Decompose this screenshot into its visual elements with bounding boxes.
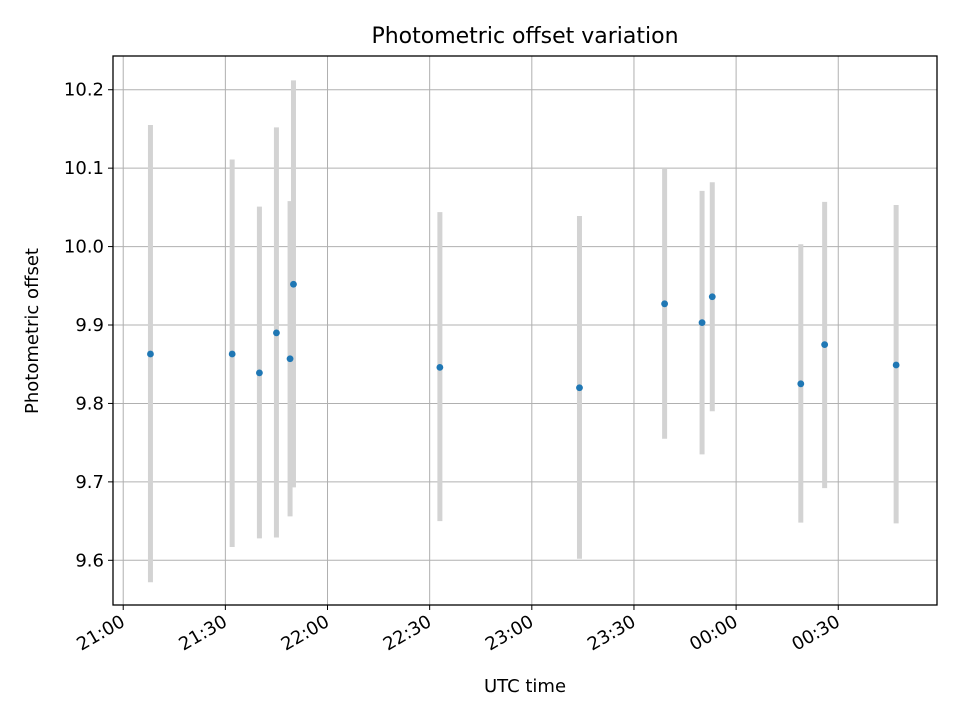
data-point — [436, 363, 444, 371]
data-points — [147, 280, 900, 392]
data-point — [228, 350, 236, 358]
y-axis-ticks: 9.6 9.7 9.8 9.9 10.0 10.1 10.2 — [64, 80, 113, 571]
x-axis-label: UTC time — [484, 676, 566, 697]
y-tick-label: 9.9 — [75, 315, 104, 336]
data-point — [708, 293, 716, 301]
data-point — [892, 361, 900, 369]
y-axis-label: Photometric offset — [22, 248, 43, 414]
chart-title: Photometric offset variation — [371, 24, 678, 49]
data-point — [273, 329, 280, 337]
data-point — [576, 384, 583, 392]
y-tick-label: 9.8 — [75, 393, 104, 414]
y-tick-label: 10.1 — [64, 158, 104, 179]
data-point — [256, 369, 263, 377]
data-point — [661, 300, 669, 308]
data-point — [286, 355, 294, 363]
y-tick-label: 9.7 — [75, 472, 104, 493]
data-point — [290, 280, 297, 288]
y-tick-label: 10.0 — [64, 237, 104, 258]
y-tick-label: 9.6 — [75, 550, 104, 571]
data-point — [698, 319, 706, 327]
y-tick-label: 10.2 — [64, 80, 104, 101]
data-point — [147, 350, 154, 358]
data-point — [797, 380, 805, 388]
plot-frame — [112, 55, 938, 606]
data-point — [821, 341, 829, 349]
